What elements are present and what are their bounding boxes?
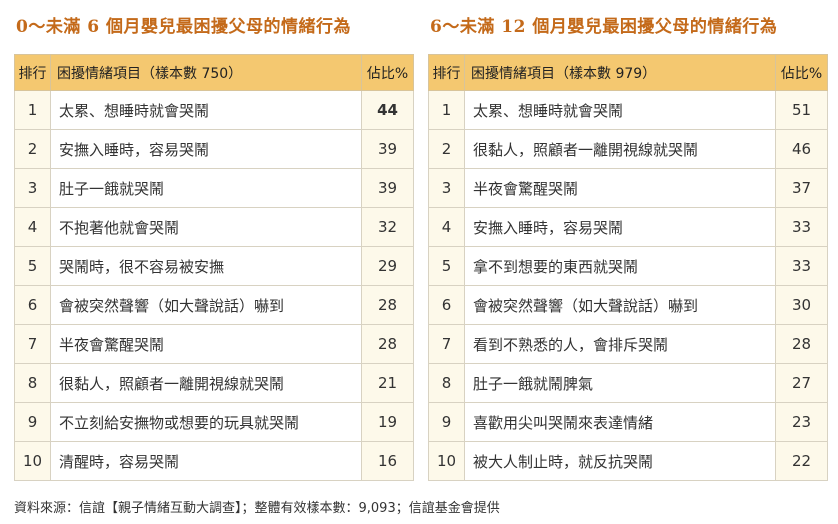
percent-cell: 32 (361, 207, 414, 247)
item-cell: 清醒時，容易哭鬧 (50, 441, 362, 481)
table-row: 3 半夜會驚醒哭鬧 37 (428, 168, 828, 208)
rank-header: 排行 (428, 54, 465, 91)
table-row: 3 肚子一餓就哭鬧 39 (14, 168, 414, 208)
percent-cell: 28 (775, 324, 828, 364)
percent-cell: 23 (775, 402, 828, 442)
item-cell: 安撫入睡時，容易哭鬧 (464, 207, 776, 247)
item-cell: 肚子一餓就哭鬧 (50, 168, 362, 208)
table-row: 9 喜歡用尖叫哭鬧來表達情緒 23 (428, 402, 828, 442)
table-row: 2 安撫入睡時，容易哭鬧 39 (14, 129, 414, 169)
item-cell: 半夜會驚醒哭鬧 (464, 168, 776, 208)
item-cell: 半夜會驚醒哭鬧 (50, 324, 362, 364)
table-row: 1 太累、想睡時就會哭鬧 51 (428, 90, 828, 130)
percent-cell: 39 (361, 168, 414, 208)
table-row: 9 不立刻給安撫物或想要的玩具就哭鬧 19 (14, 402, 414, 442)
rank-cell: 5 (14, 246, 51, 286)
rank-cell: 8 (14, 363, 51, 403)
rank-cell: 9 (14, 402, 51, 442)
percent-cell: 37 (775, 168, 828, 208)
item-cell: 太累、想睡時就會哭鬧 (50, 90, 362, 130)
table-row: 2 很黏人，照顧者一離開視線就哭鬧 46 (428, 129, 828, 169)
percent-cell: 29 (361, 246, 414, 286)
item-cell: 不抱著他就會哭鬧 (50, 207, 362, 247)
item-cell: 很黏人，照顧者一離開視線就哭鬧 (464, 129, 776, 169)
rank-cell: 6 (428, 285, 465, 325)
table-row: 6 會被突然聲響（如大聲說話）嚇到 30 (428, 285, 828, 325)
percent-cell: 33 (775, 246, 828, 286)
percent-cell: 27 (775, 363, 828, 403)
rank-cell: 10 (14, 441, 51, 481)
table-row: 8 很黏人，照顧者一離開視線就哭鬧 21 (14, 363, 414, 403)
item-cell: 哭鬧時，很不容易被安撫 (50, 246, 362, 286)
percent-cell: 44 (361, 90, 414, 130)
percent-header: 佔比% (361, 54, 414, 91)
percent-cell: 19 (361, 402, 414, 442)
item-cell: 太累、想睡時就會哭鬧 (464, 90, 776, 130)
rank-header: 排行 (14, 54, 51, 91)
table-row: 8 肚子一餓就鬧脾氣 27 (428, 363, 828, 403)
rank-cell: 7 (428, 324, 465, 364)
item-cell: 不立刻給安撫物或想要的玩具就哭鬧 (50, 402, 362, 442)
item-cell: 會被突然聲響（如大聲說話）嚇到 (50, 285, 362, 325)
table-row: 5 拿不到想要的東西就哭鬧 33 (428, 246, 828, 286)
item-cell: 看到不熟悉的人，會排斥哭鬧 (464, 324, 776, 364)
percent-cell: 28 (361, 324, 414, 364)
item-cell: 肚子一餓就鬧脾氣 (464, 363, 776, 403)
rank-cell: 2 (428, 129, 465, 169)
source-note: 資料來源：信誼【親子情緒互動大調查】；整體有效樣本數：9,093；信誼基金會提供 (14, 501, 500, 516)
rank-cell: 4 (14, 207, 51, 247)
item-cell: 會被突然聲響（如大聲說話）嚇到 (464, 285, 776, 325)
item-cell: 被大人制止時，就反抗哭鬧 (464, 441, 776, 481)
rank-cell: 10 (428, 441, 465, 481)
item-cell: 很黏人，照顧者一離開視線就哭鬧 (50, 363, 362, 403)
rank-cell: 3 (428, 168, 465, 208)
percent-cell: 28 (361, 285, 414, 325)
percent-cell: 33 (775, 207, 828, 247)
right-panel: 6～未滿 12 個月嬰兒最困擾父母的情緒行為 排行 困擾情緒項目（樣本數 979… (428, 0, 828, 481)
table-header-row: 排行 困擾情緒項目（樣本數 750） 佔比% (14, 54, 414, 91)
table-row: 4 安撫入睡時，容易哭鬧 33 (428, 207, 828, 247)
table-row: 7 半夜會驚醒哭鬧 28 (14, 324, 414, 364)
rank-cell: 2 (14, 129, 51, 169)
table-row: 7 看到不熟悉的人，會排斥哭鬧 28 (428, 324, 828, 364)
left-table-title: 0～未滿 6 個月嬰兒最困擾父母的情緒行為 (16, 17, 351, 37)
item-header: 困擾情緒項目（樣本數 979） (464, 54, 776, 91)
item-cell: 安撫入睡時，容易哭鬧 (50, 129, 362, 169)
item-header: 困擾情緒項目（樣本數 750） (50, 54, 362, 91)
item-cell: 喜歡用尖叫哭鬧來表達情緒 (464, 402, 776, 442)
percent-cell: 51 (775, 90, 828, 130)
rank-cell: 9 (428, 402, 465, 442)
percent-header: 佔比% (775, 54, 828, 91)
table-row: 10 清醒時，容易哭鬧 16 (14, 441, 414, 481)
table-row: 6 會被突然聲響（如大聲說話）嚇到 28 (14, 285, 414, 325)
percent-cell: 16 (361, 441, 414, 481)
percent-cell: 22 (775, 441, 828, 481)
item-cell: 拿不到想要的東西就哭鬧 (464, 246, 776, 286)
rank-cell: 1 (14, 90, 51, 130)
rank-cell: 7 (14, 324, 51, 364)
right-table-title: 6～未滿 12 個月嬰兒最困擾父母的情緒行為 (430, 17, 778, 37)
table-header-row: 排行 困擾情緒項目（樣本數 979） 佔比% (428, 54, 828, 91)
table-row: 5 哭鬧時，很不容易被安撫 29 (14, 246, 414, 286)
left-ranking-table: 排行 困擾情緒項目（樣本數 750） 佔比% 1 太累、想睡時就會哭鬧 44 2 安撫… (14, 54, 414, 481)
percent-cell: 30 (775, 285, 828, 325)
percent-cell: 21 (361, 363, 414, 403)
percent-cell: 46 (775, 129, 828, 169)
rank-cell: 4 (428, 207, 465, 247)
table-row: 4 不抱著他就會哭鬧 32 (14, 207, 414, 247)
rank-cell: 1 (428, 90, 465, 130)
table-row: 10 被大人制止時，就反抗哭鬧 22 (428, 441, 828, 481)
rank-cell: 6 (14, 285, 51, 325)
left-panel: 0～未滿 6 個月嬰兒最困擾父母的情緒行為 排行 困擾情緒項目（樣本數 750）… (14, 0, 414, 481)
right-ranking-table: 排行 困擾情緒項目（樣本數 979） 佔比% 1 太累、想睡時就會哭鬧 51 2 很黏… (428, 54, 828, 481)
percent-cell: 39 (361, 129, 414, 169)
rank-cell: 8 (428, 363, 465, 403)
rank-cell: 5 (428, 246, 465, 286)
rank-cell: 3 (14, 168, 51, 208)
table-row: 1 太累、想睡時就會哭鬧 44 (14, 90, 414, 130)
